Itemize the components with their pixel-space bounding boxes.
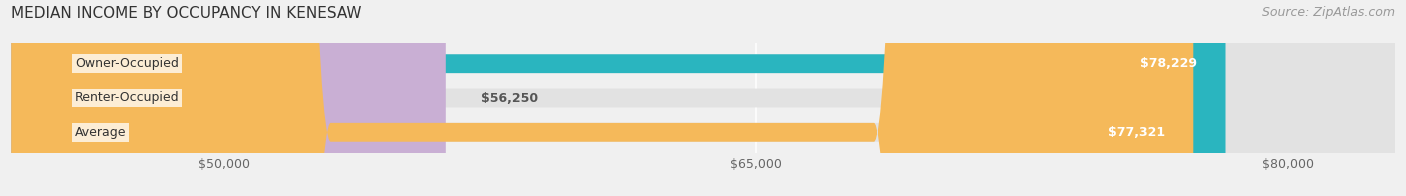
FancyBboxPatch shape	[11, 0, 1395, 196]
Text: Average: Average	[75, 126, 127, 139]
Text: Source: ZipAtlas.com: Source: ZipAtlas.com	[1261, 6, 1395, 19]
Text: Owner-Occupied: Owner-Occupied	[75, 57, 179, 70]
FancyBboxPatch shape	[11, 0, 1194, 196]
FancyBboxPatch shape	[11, 0, 1226, 196]
Text: $77,321: $77,321	[1108, 126, 1166, 139]
Text: Renter-Occupied: Renter-Occupied	[75, 92, 180, 104]
FancyBboxPatch shape	[11, 0, 1395, 196]
FancyBboxPatch shape	[11, 0, 446, 196]
Text: MEDIAN INCOME BY OCCUPANCY IN KENESAW: MEDIAN INCOME BY OCCUPANCY IN KENESAW	[11, 6, 361, 21]
Text: $78,229: $78,229	[1140, 57, 1197, 70]
Text: $56,250: $56,250	[481, 92, 538, 104]
FancyBboxPatch shape	[11, 0, 1395, 196]
